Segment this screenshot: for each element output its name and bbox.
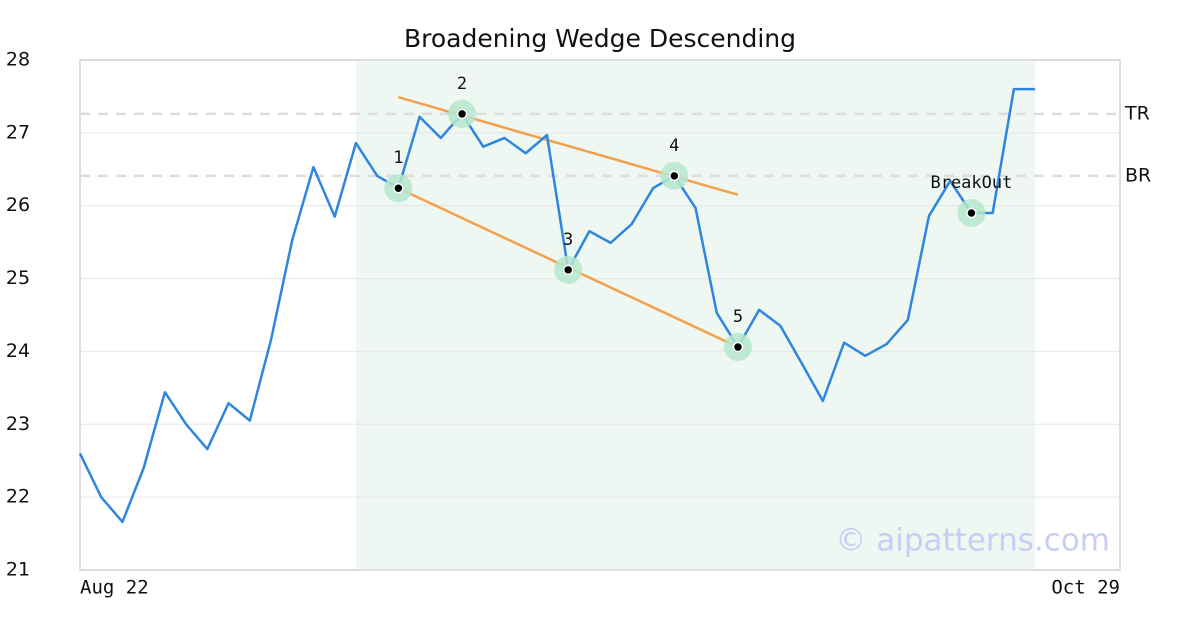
pattern-point — [966, 207, 977, 219]
x-tick-label: Aug 22 — [80, 577, 149, 599]
y-tick-label: 22 — [6, 486, 30, 508]
level-label: TR — [1124, 102, 1150, 124]
y-tick-label: 23 — [6, 413, 30, 435]
pattern-point — [732, 341, 744, 353]
pattern-label: BreakOut — [930, 173, 1012, 193]
pattern-label: 1 — [393, 148, 403, 168]
chart-title: Broadening Wedge Descending — [404, 24, 796, 53]
y-tick-label: 26 — [6, 194, 30, 216]
pattern-point — [562, 264, 574, 276]
y-tick-label: 28 — [6, 49, 30, 71]
y-tick-label: 21 — [6, 559, 30, 581]
pattern-label: 5 — [733, 307, 743, 327]
y-tick-label: 27 — [6, 121, 30, 143]
pattern-label: 4 — [669, 136, 679, 156]
pattern-range — [355, 60, 1036, 570]
plot-frame — [79, 59, 1121, 571]
level-label: BR — [1125, 164, 1151, 186]
y-tick-label: 24 — [6, 340, 30, 362]
y-tick-label: 25 — [6, 267, 30, 289]
pattern-point — [669, 170, 680, 182]
pattern-point — [456, 108, 468, 120]
x-tick-label: Oct 29 — [1051, 577, 1120, 599]
pattern-point — [393, 182, 404, 194]
pattern-label: 3 — [563, 230, 573, 250]
pattern-label: 2 — [457, 74, 467, 94]
price-line — [78, 87, 1036, 524]
watermark: © aipatterns.com — [835, 523, 1110, 559]
